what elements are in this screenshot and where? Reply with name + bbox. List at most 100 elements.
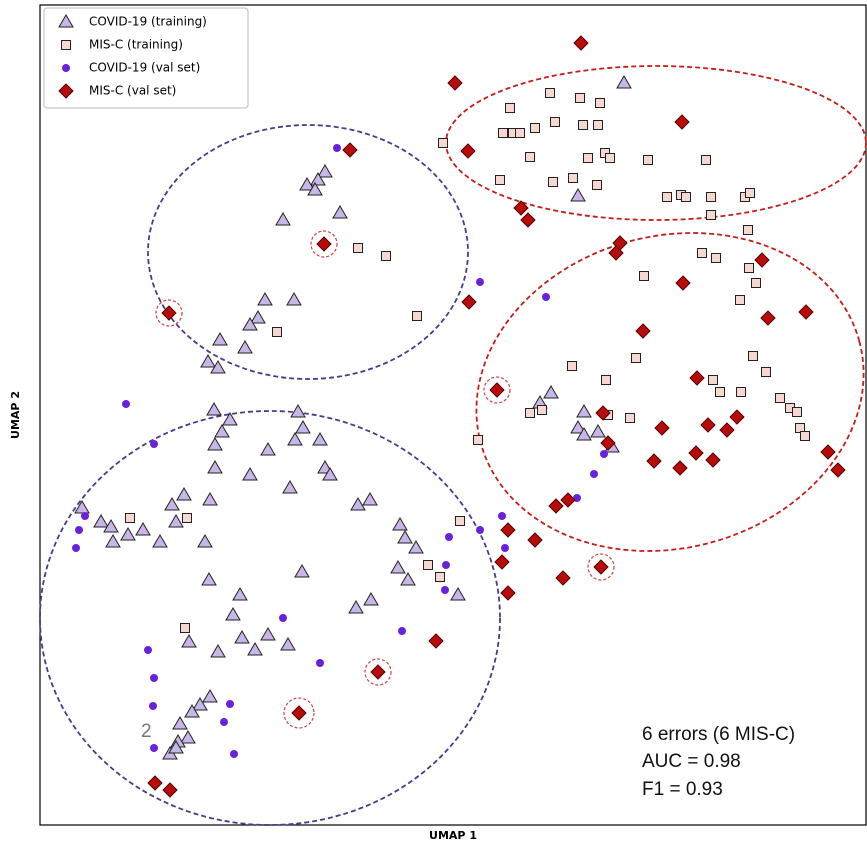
triangle-marker [242, 467, 258, 481]
error-circle [364, 658, 392, 686]
diamond-marker [447, 75, 463, 91]
square-marker [525, 408, 535, 418]
circle-marker [144, 646, 152, 654]
error-circles [155, 230, 615, 729]
circle-marker [220, 718, 228, 726]
triangle-marker [225, 607, 241, 621]
legend-box [43, 7, 249, 109]
triangle-marker [543, 385, 559, 399]
error-circle [310, 230, 338, 258]
square-marker [631, 353, 641, 363]
diamond-marker [494, 554, 510, 570]
square-marker [381, 251, 391, 261]
triangle-marker [450, 587, 466, 601]
square-marker [505, 103, 515, 113]
diamond-marker [600, 435, 616, 451]
circle-marker [226, 700, 234, 708]
plot-frame [39, 4, 867, 826]
circle-marker [150, 674, 158, 682]
triangle-marker [287, 432, 303, 446]
triangle-marker [234, 630, 250, 644]
square-marker [715, 387, 725, 397]
square-marker [61, 40, 71, 50]
diamond-marker [595, 405, 611, 421]
circle-marker [445, 533, 453, 541]
diamond-marker [513, 200, 529, 216]
diamond-marker [760, 310, 776, 326]
square-marker [525, 152, 535, 162]
diamond-marker [830, 462, 846, 478]
square-marker [125, 513, 135, 523]
square-marker [601, 375, 611, 385]
annotation: F1 = 0.93 [642, 779, 723, 800]
square-marker [180, 623, 190, 633]
diamond-marker [700, 417, 716, 433]
triangle-marker [201, 572, 217, 586]
triangle-marker [212, 332, 228, 346]
triangle-marker [232, 587, 248, 601]
data-marks [72, 35, 846, 798]
legend-label: MIS-C (val set) [89, 84, 176, 98]
triangle-marker [93, 514, 109, 528]
circle-marker [122, 400, 130, 408]
triangle-marker [242, 317, 258, 331]
legend-label: COVID-19 (training) [89, 15, 207, 29]
diamond-marker [428, 633, 444, 649]
triangle-marker [257, 292, 273, 306]
diamond-marker [675, 275, 691, 291]
circle-marker [501, 544, 509, 552]
annotation: 2 [141, 721, 152, 742]
circle-marker [316, 659, 324, 667]
triangle-marker [207, 437, 223, 451]
diamond-marker [527, 532, 543, 548]
square-marker [438, 138, 448, 148]
cluster-ellipse [147, 124, 469, 380]
diamond-marker [689, 370, 705, 386]
square-marker [605, 153, 615, 163]
square-marker [592, 180, 602, 190]
annotation: AUC = 0.98 [642, 751, 741, 772]
triangle-marker [172, 716, 188, 730]
square-marker [545, 88, 555, 98]
triangle-marker [222, 412, 238, 426]
triangle-marker [408, 540, 424, 554]
diamond-marker [500, 522, 516, 538]
square-marker [706, 192, 716, 202]
square-marker [435, 572, 445, 582]
triangle-marker [275, 212, 291, 226]
annotations: 2 6 errors (6 MIS-C) AUC = 0.98 F1 = 0.93 [141, 721, 795, 800]
triangle-marker [181, 634, 197, 648]
diamond-marker [520, 212, 536, 228]
diamond-marker [608, 245, 624, 261]
triangle-marker [206, 402, 222, 416]
circle-marker [150, 744, 158, 752]
circle-marker [279, 614, 287, 622]
triangle-marker [202, 492, 218, 506]
triangle-marker [237, 340, 253, 354]
triangle-marker [135, 522, 151, 536]
triangle-marker [299, 177, 315, 191]
triangle-marker [192, 697, 208, 711]
triangle-marker [168, 514, 184, 528]
triangle-marker [180, 730, 196, 744]
square-marker [498, 128, 508, 138]
triangle-marker [103, 519, 119, 533]
triangle-marker [282, 480, 298, 494]
diamond-marker [162, 782, 178, 798]
error-circle [587, 553, 615, 581]
diamond-marker [58, 83, 74, 99]
square-marker [423, 560, 433, 570]
triangle-marker [120, 527, 136, 541]
triangle-marker [105, 534, 121, 548]
square-marker [515, 128, 525, 138]
square-marker [639, 271, 649, 281]
diamond-marker [161, 305, 177, 321]
circle-marker [333, 144, 341, 152]
triangle-marker [164, 497, 180, 511]
square-marker [751, 278, 761, 288]
diamond-marker [820, 444, 836, 460]
square-marker [595, 98, 605, 108]
legend-label: MIS-C (training) [89, 38, 183, 52]
diamond-marker [342, 142, 358, 158]
